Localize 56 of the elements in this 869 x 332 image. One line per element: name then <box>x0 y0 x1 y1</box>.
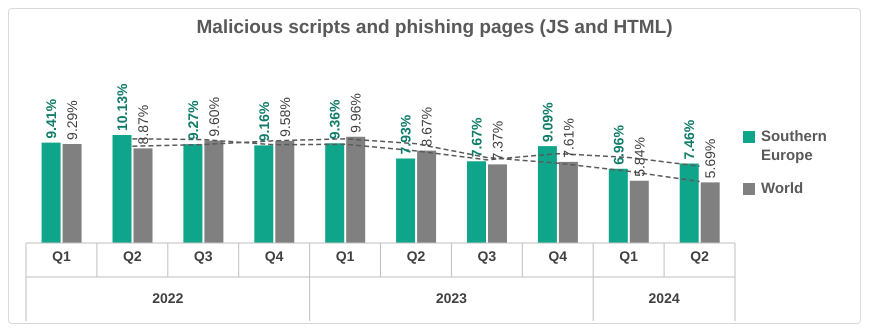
data-label: 5.69% <box>702 138 718 178</box>
bar <box>134 148 152 243</box>
bar <box>680 163 699 243</box>
bar <box>558 162 578 243</box>
x-tick-label: Q2 <box>123 248 142 264</box>
chart-title: Malicious scripts and phishing pages (JS and HTML) <box>195 17 674 39</box>
bar <box>112 135 132 243</box>
bar <box>630 180 649 243</box>
bar <box>417 150 436 243</box>
data-label: 9.96% <box>348 93 364 133</box>
data-label: 9.41% <box>43 98 60 139</box>
data-label: 7.67% <box>468 116 484 158</box>
data-label: 9.27% <box>184 100 201 140</box>
x-tick-label: Q4 <box>548 248 568 264</box>
bar <box>608 168 628 243</box>
data-label: 7.93% <box>398 114 414 154</box>
data-label: 6.96% <box>610 124 626 165</box>
data-label: 10.13% <box>114 82 130 131</box>
bar <box>346 136 366 243</box>
data-label: 9.29% <box>64 100 80 140</box>
data-label: 9.60% <box>206 96 222 137</box>
bar <box>183 144 202 243</box>
text: 2024 <box>648 290 680 306</box>
x-tick-label: Q3 <box>478 248 496 264</box>
data-label: 8.87% <box>135 104 151 144</box>
legend-label: Southern Europe <box>761 127 828 165</box>
text: 2023 <box>436 290 468 306</box>
x-tick-label: Q1 <box>619 248 638 264</box>
data-label: 9.09% <box>539 102 556 142</box>
data-label: 7.46% <box>681 119 698 160</box>
data-label: 9.36% <box>326 98 343 140</box>
x-tick-label: Q2 <box>690 248 710 264</box>
x-tick-label: Q4 <box>264 248 284 264</box>
bar <box>488 164 507 243</box>
x-tick-label: Q2 <box>406 248 426 264</box>
data-label: 8.67% <box>418 106 435 147</box>
bar <box>538 146 557 243</box>
bar <box>467 161 486 243</box>
bar <box>254 145 274 243</box>
bar <box>204 140 224 243</box>
bar <box>396 158 416 243</box>
bar <box>62 144 82 243</box>
bar <box>42 142 61 243</box>
text: 2022 <box>152 290 184 306</box>
bar <box>275 140 294 243</box>
data-label: 9.16% <box>256 101 272 142</box>
data-label: 9.58% <box>276 97 293 137</box>
bar <box>700 182 720 243</box>
x-tick-label: Q3 <box>194 248 213 264</box>
x-tick-label: Q1 <box>52 248 71 264</box>
bar <box>325 143 344 243</box>
data-label: 5.84% <box>631 137 648 177</box>
x-tick-label: Q1 <box>336 248 355 264</box>
data-label: 7.61% <box>560 118 576 158</box>
data-label: 7.37% <box>490 120 506 160</box>
legend-label: World <box>761 179 804 198</box>
